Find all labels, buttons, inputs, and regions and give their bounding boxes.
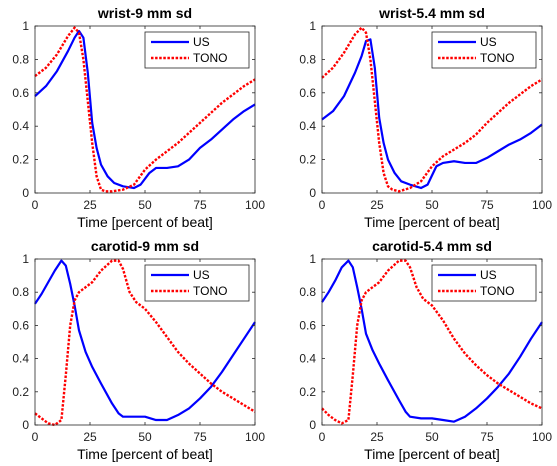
series-line-us (34, 29, 256, 190)
y-tick-label: 0.6 (299, 86, 316, 100)
y-tick-label: 0 (309, 186, 316, 200)
y-tick-label: 0 (309, 418, 316, 432)
y-tick-label: 0.8 (12, 52, 29, 66)
x-tick-label: 0 (319, 430, 326, 444)
legend-label-tono: TONO (193, 284, 227, 298)
legend: US TONO (431, 31, 537, 69)
x-tick-label: 25 (370, 430, 384, 444)
legend-label-tono: TONO (480, 284, 514, 298)
y-tick-label: 0.6 (12, 86, 29, 100)
x-axis-label: Time [percent of beat] (77, 214, 213, 230)
legend-box (144, 264, 250, 302)
legend-box (431, 31, 537, 69)
y-tick-label: 0.2 (299, 385, 316, 399)
y-tick-label: 1 (309, 252, 316, 266)
x-tick-label: 0 (319, 198, 326, 212)
x-tick-label: 0 (32, 430, 39, 444)
x-tick-label: 50 (425, 430, 439, 444)
x-tick-label: 50 (138, 198, 152, 212)
legend-label-us: US (480, 35, 497, 49)
x-tick-label: 100 (532, 198, 552, 212)
y-tick-label: 0.4 (12, 119, 29, 133)
x-tick-label: 75 (193, 198, 207, 212)
legend-box (144, 31, 250, 69)
x-tick-label: 100 (245, 198, 265, 212)
chart-title: carotid-5.4 mm sd (372, 238, 492, 254)
y-tick-label: 0.2 (12, 385, 29, 399)
series-line-us (321, 259, 543, 423)
x-tick-label: 100 (245, 430, 265, 444)
chart-title: wrist-9 mm sd (97, 5, 192, 21)
x-tick-label: 75 (480, 430, 494, 444)
chart-title: wrist-5.4 mm sd (378, 5, 485, 21)
x-axis-label: Time [percent of beat] (77, 446, 213, 462)
y-tick-label: 0 (22, 418, 29, 432)
y-tick-label: 0.2 (12, 153, 29, 167)
x-tick-label: 50 (425, 198, 439, 212)
x-tick-label: 25 (370, 198, 384, 212)
y-tick-label: 0.2 (299, 153, 316, 167)
x-axis-label: Time [percent of beat] (364, 214, 500, 230)
chart-panel-4: 0 25 50 75 100 0 0.2 0.4 0.6 0.8 1 carotid-5.4 mm s… (299, 238, 552, 462)
legend-label-us: US (480, 268, 497, 282)
series-line-tono (34, 259, 256, 427)
series-line-us (321, 38, 543, 190)
y-tick-label: 0.4 (299, 119, 316, 133)
legend: US TONO (431, 264, 537, 302)
y-tick-label: 0.8 (299, 285, 316, 299)
y-tick-label: 0 (22, 186, 29, 200)
y-tick-label: 0.6 (12, 318, 29, 332)
y-tick-label: 0.8 (299, 52, 316, 66)
legend-label-us: US (193, 268, 210, 282)
y-tick-label: 0.6 (299, 318, 316, 332)
chart-panel-1: 0 25 50 75 100 0 0.2 0.4 0.6 0.8 1 wrist-9 mm sd Tim… (12, 5, 265, 230)
x-tick-label: 50 (138, 430, 152, 444)
y-tick-label: 1 (309, 19, 316, 33)
series-line-tono (34, 26, 256, 193)
x-axis-label: Time [percent of beat] (364, 446, 500, 462)
x-tick-label: 25 (83, 430, 97, 444)
x-tick-label: 100 (532, 430, 552, 444)
legend: US TONO (144, 264, 250, 302)
y-tick-label: 0.4 (299, 352, 316, 366)
chart-title: carotid-9 mm sd (91, 238, 199, 254)
chart-panel-3: 0 25 50 75 100 0 0.2 0.4 0.6 0.8 1 carotid-9 mm sd T… (12, 238, 265, 462)
legend: US TONO (144, 31, 250, 69)
chart-panel-2: 0 25 50 75 100 0 0.2 0.4 0.6 0.8 1 wrist-5.4 mm sd T… (299, 5, 552, 230)
legend-label-tono: TONO (193, 51, 227, 65)
x-tick-label: 25 (83, 198, 97, 212)
y-tick-label: 0.4 (12, 352, 29, 366)
x-tick-label: 75 (193, 430, 207, 444)
legend-label-us: US (193, 35, 210, 49)
legend-label-tono: TONO (480, 51, 514, 65)
y-tick-label: 1 (22, 19, 29, 33)
series-line-tono (321, 259, 543, 425)
y-tick-label: 0.8 (12, 285, 29, 299)
x-tick-label: 75 (480, 198, 494, 212)
series-line-us (34, 259, 256, 422)
y-tick-label: 1 (22, 252, 29, 266)
legend-box (431, 264, 537, 302)
x-tick-label: 0 (32, 198, 39, 212)
